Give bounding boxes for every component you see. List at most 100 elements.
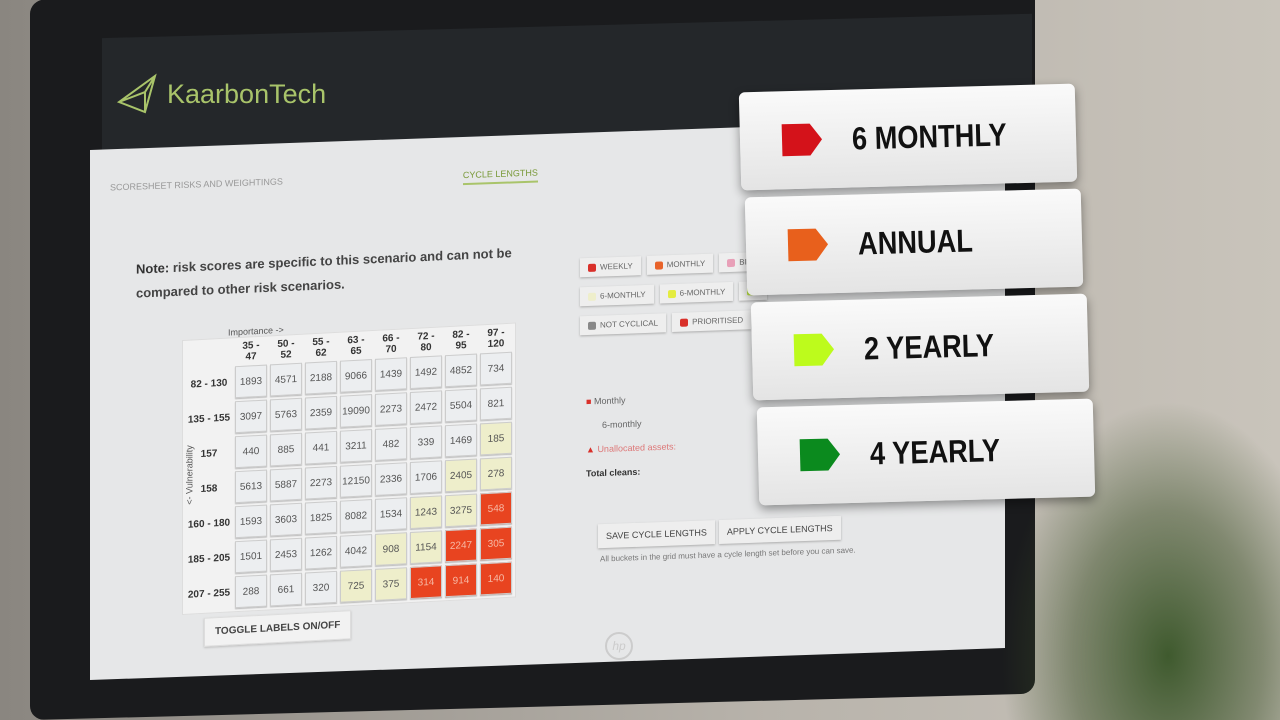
grid-cell[interactable]: 1492 xyxy=(410,355,442,390)
cycle-legend: WEEKLY MONTHLY BI- 6-MONTHLY 6-MONTHLY NOT CY… xyxy=(580,252,768,346)
row-header: 207 - 255 xyxy=(187,586,231,601)
grid-cell[interactable]: 2273 xyxy=(305,465,337,500)
grid-cell[interactable]: 320 xyxy=(305,570,337,605)
grid-cell[interactable]: 339 xyxy=(410,425,442,460)
grid-cell[interactable]: 661 xyxy=(270,572,302,607)
grid-cell[interactable]: 2188 xyxy=(305,360,337,395)
grid-cell[interactable]: 821 xyxy=(480,386,512,421)
grid-cell[interactable]: 5504 xyxy=(445,388,477,423)
grid-cell[interactable]: 8082 xyxy=(340,499,372,533)
grid-cell[interactable]: 1893 xyxy=(235,364,267,399)
color-swatch-icon xyxy=(588,263,596,272)
monthly-marker-icon: ■ xyxy=(586,396,592,407)
color-swatch-icon xyxy=(588,292,596,301)
legend-chip[interactable]: NOT CYCLICAL xyxy=(580,313,667,336)
grid-cell[interactable]: 278 xyxy=(480,456,512,491)
color-swatch-icon xyxy=(680,317,689,327)
grid-cell[interactable]: 12150 xyxy=(340,464,372,498)
y-axis-label: <- Vulnerability xyxy=(184,445,195,505)
row-header: 160 - 180 xyxy=(187,516,231,531)
legend-label: 6-MONTHLY xyxy=(600,289,646,301)
grid-cell[interactable]: 5613 xyxy=(235,469,267,504)
tag-arrow-icon xyxy=(781,123,823,157)
grid-cell[interactable]: 548 xyxy=(480,491,512,526)
grid-cell[interactable]: 885 xyxy=(270,432,302,467)
grid-cell[interactable]: 2359 xyxy=(305,395,337,430)
grid-cell[interactable]: 1593 xyxy=(235,504,267,539)
column-header: 55 - 62 xyxy=(312,336,330,360)
grid-cell[interactable]: 914 xyxy=(445,563,477,598)
grid-cell[interactable]: 1706 xyxy=(410,460,442,495)
legend-label: 6-MONTHLY xyxy=(679,287,726,298)
grid-cell[interactable]: 440 xyxy=(235,434,267,469)
logo: KaarbonTech xyxy=(115,72,326,116)
grid-cell[interactable]: 4571 xyxy=(270,362,302,397)
grid-cell[interactable]: 1825 xyxy=(305,500,337,535)
color-swatch-icon xyxy=(667,289,676,298)
grid-cell[interactable]: 2336 xyxy=(375,462,407,496)
column-header: 50 - 52 xyxy=(277,338,295,361)
unallocated-label: Unallocated assets: xyxy=(597,441,676,455)
save-cycle-lengths-button[interactable]: SAVE CYCLE LENGTHS xyxy=(598,520,715,549)
grid-cell[interactable]: 2247 xyxy=(445,528,477,563)
grid-cell[interactable]: 725 xyxy=(340,569,372,603)
grid-cell[interactable]: 4042 xyxy=(340,534,372,568)
hp-logo: hp xyxy=(605,632,633,660)
grid-cell[interactable]: 2453 xyxy=(270,537,302,572)
grid-cell[interactable]: 1262 xyxy=(305,535,337,570)
grid-cell[interactable]: 908 xyxy=(375,532,407,566)
grid-cell[interactable]: 140 xyxy=(480,561,512,596)
monthly-label: Monthly xyxy=(593,395,626,407)
column-header: 63 - 65 xyxy=(347,334,365,358)
legend-row: NOT CYCLICAL PRIORITISED xyxy=(580,310,767,336)
grid-cell[interactable]: 375 xyxy=(375,567,407,601)
grid-cell[interactable]: 2405 xyxy=(445,458,477,493)
legend-chip[interactable]: 6-MONTHLY xyxy=(659,281,734,304)
grid-cell[interactable]: 314 xyxy=(410,565,442,600)
grid-cell[interactable]: 19090 xyxy=(340,394,372,428)
grid-cell[interactable]: 3275 xyxy=(445,493,477,528)
unallocated-warning: ▲ Unallocated assets: xyxy=(586,441,676,454)
grid-cell[interactable]: 1469 xyxy=(445,423,477,458)
grid-cell[interactable]: 305 xyxy=(480,526,512,561)
note-label: Note: xyxy=(136,260,170,277)
cycle-card: 6 MONTHLY xyxy=(738,83,1078,191)
grid-cell[interactable]: 5887 xyxy=(270,467,302,502)
cycle-card: 4 YEARLY xyxy=(756,398,1096,506)
grid-cell[interactable]: 1439 xyxy=(375,357,407,391)
legend-chip[interactable]: MONTHLY xyxy=(646,253,714,275)
column-header: 97 - 120 xyxy=(487,327,505,350)
grid-cell[interactable]: 734 xyxy=(480,351,512,386)
grid-cell[interactable]: 288 xyxy=(235,574,267,609)
tab-cycle-lengths[interactable]: CYCLE LENGTHS xyxy=(462,167,538,186)
grid-cell[interactable]: 185 xyxy=(480,421,512,456)
row-header: 185 - 205 xyxy=(187,551,231,566)
grid-cell[interactable]: 3211 xyxy=(340,429,372,463)
grid-cell[interactable]: 3603 xyxy=(270,502,302,537)
grid-cell[interactable]: 5763 xyxy=(270,397,302,432)
apply-cycle-lengths-button[interactable]: APPLY CYCLE LENGTHS xyxy=(718,515,841,545)
tag-arrow-icon xyxy=(799,438,841,472)
card-label: 6 MONTHLY xyxy=(851,115,1008,156)
grid-table: 35 - 47 50 - 52 55 - 62 63 - 65 66 - 70 72 - … xyxy=(182,322,516,615)
grid-cell[interactable]: 1243 xyxy=(410,495,442,530)
brand-name: KaarbonTech xyxy=(167,78,327,109)
summary: ■ Monthly 6-monthly ▲ Unallocated assets… xyxy=(586,393,676,492)
legend-label: WEEKLY xyxy=(600,261,633,272)
cycle-card: 2 YEARLY xyxy=(750,293,1090,401)
row-header: 135 - 155 xyxy=(187,411,231,426)
grid-cell[interactable]: 2273 xyxy=(375,392,407,426)
grid-cell[interactable]: 4852 xyxy=(445,353,477,388)
legend-chip[interactable]: WEEKLY xyxy=(580,256,641,278)
grid-cell[interactable]: 2472 xyxy=(410,390,442,425)
grid-cell[interactable]: 441 xyxy=(305,430,337,465)
tag-arrow-icon xyxy=(793,333,835,367)
legend-chip[interactable]: 6-MONTHLY xyxy=(580,284,654,307)
grid-cell[interactable]: 9066 xyxy=(340,359,372,393)
grid-cell[interactable]: 3097 xyxy=(235,399,267,434)
grid-cell[interactable]: 1154 xyxy=(410,530,442,565)
grid-cell[interactable]: 482 xyxy=(375,427,407,461)
grid-cell[interactable]: 1501 xyxy=(235,539,267,574)
grid-cell[interactable]: 1534 xyxy=(375,497,407,531)
legend-chip[interactable]: PRIORITISED xyxy=(672,310,752,333)
